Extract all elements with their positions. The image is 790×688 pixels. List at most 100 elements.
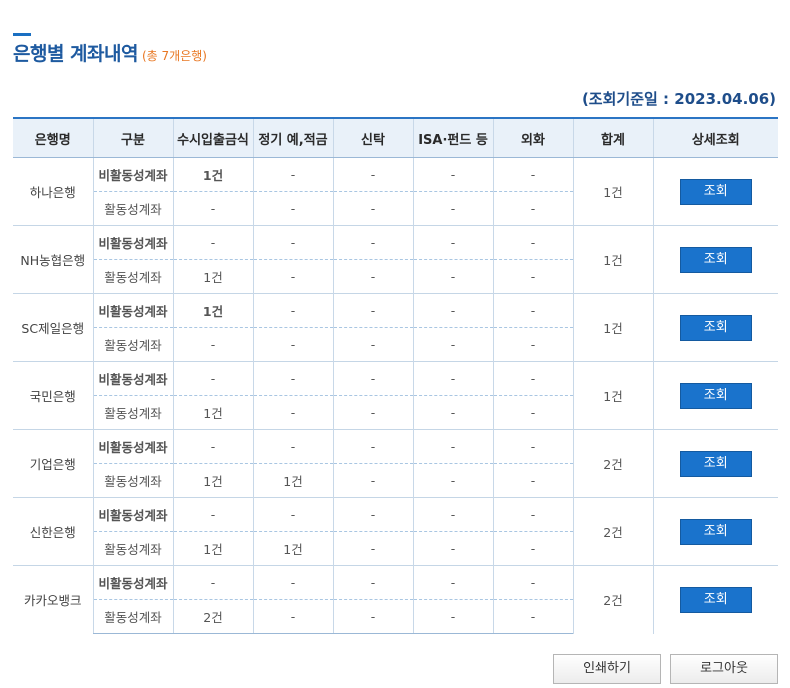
trust-cell: -	[332, 531, 413, 566]
term-deposit-cell: -	[252, 191, 333, 226]
total-cell: 1건	[572, 293, 653, 362]
col-header-bank: 은행명	[13, 117, 93, 158]
table-row: 활동성계좌 - - - - -	[13, 327, 778, 362]
col-header-isa-fund: ISA·펀드 등	[412, 117, 493, 158]
table-row: 기업은행 비활동성계좌 - - - - -2건 조회	[13, 429, 778, 498]
foreign-currency-cell: -	[492, 531, 573, 566]
table-header-row: 은행명 구분 수시입출금식 정기 예,적금 신탁 ISA·펀드 등 외화 합계 …	[13, 117, 778, 158]
foreign-currency-cell: -	[492, 327, 573, 362]
table-row: 활동성계좌 1건 - - - -	[13, 395, 778, 430]
isa-fund-cell: -	[412, 191, 493, 226]
accounts-table: 은행명 구분 수시입출금식 정기 예,적금 신탁 ISA·펀드 등 외화 합계 …	[13, 117, 778, 634]
table-row: 신한은행 비활동성계좌 - - - - -2건 조회	[13, 497, 778, 566]
table-row: 카카오뱅크 비활동성계좌 - - - - -2건 조회	[13, 565, 778, 634]
demand-deposit-cell: -	[172, 225, 253, 260]
demand-deposit-cell: 2건	[172, 599, 253, 634]
demand-deposit-cell: 1건	[172, 463, 253, 498]
col-header-trust: 신탁	[332, 117, 413, 158]
lookup-button[interactable]: 조회	[679, 586, 752, 613]
term-deposit-cell: -	[252, 157, 333, 192]
active-account-label: 활동성계좌	[92, 463, 173, 498]
lookup-button[interactable]: 조회	[679, 450, 752, 477]
active-account-label: 활동성계좌	[92, 599, 173, 634]
table-row: NH농협은행 비활동성계좌 - - - - -1건 조회	[13, 225, 778, 294]
isa-fund-cell: -	[412, 429, 493, 464]
demand-deposit-cell: 1건	[172, 531, 253, 566]
foreign-currency-cell: -	[492, 565, 573, 600]
trust-cell: -	[332, 565, 413, 600]
lookup-button[interactable]: 조회	[679, 246, 752, 273]
bank-name: 하나은행	[29, 185, 76, 200]
total-cell: 2건	[572, 565, 653, 634]
lookup-button[interactable]: 조회	[679, 314, 752, 341]
isa-fund-cell: -	[412, 395, 493, 430]
table-row: 활동성계좌 - - - - -	[13, 191, 778, 226]
lookup-button[interactable]: 조회	[679, 178, 752, 205]
term-deposit-cell: -	[252, 361, 333, 396]
table-row: 활동성계좌 1건 1건 - - -	[13, 463, 778, 498]
term-deposit-cell: 1건	[252, 531, 333, 566]
bank-name: 국민은행	[13, 361, 93, 430]
detail-cell: 조회	[652, 565, 778, 634]
term-deposit-cell: 1건	[252, 463, 333, 498]
page-title: 은행별 계좌내역	[13, 43, 138, 65]
foreign-currency-cell: -	[492, 429, 573, 464]
print-button[interactable]: 인쇄하기	[553, 654, 661, 684]
bank-name: 기업은행	[13, 429, 93, 498]
active-account-label: 활동성계좌	[92, 327, 173, 362]
bank-name: NH농협은행	[13, 225, 93, 294]
logout-button[interactable]: 로그아웃	[670, 654, 778, 684]
term-deposit-cell: -	[252, 497, 333, 532]
trust-cell: -	[332, 225, 413, 260]
col-header-foreign-currency: 외화	[492, 117, 573, 158]
isa-fund-cell: -	[412, 565, 493, 600]
foreign-currency-cell: -	[492, 361, 573, 396]
term-deposit-cell: -	[252, 225, 333, 260]
total-cell: 1건	[572, 361, 653, 430]
bank-count: (총 7개은행)	[141, 49, 207, 63]
table-row: 활동성계좌 1건 1건 - - -	[13, 531, 778, 566]
trust-cell: -	[332, 191, 413, 226]
isa-fund-cell: -	[412, 293, 493, 328]
term-deposit-cell: -	[252, 293, 333, 328]
foreign-currency-cell: -	[492, 225, 573, 260]
trust-cell: -	[332, 463, 413, 498]
foreign-currency-cell: -	[492, 395, 573, 430]
isa-fund-cell: -	[412, 599, 493, 634]
isa-fund-cell: -	[412, 463, 493, 498]
query-basis-date: (조회기준일 : 2023.04.06)	[581, 90, 776, 108]
demand-deposit-cell: 1건	[172, 293, 253, 328]
trust-cell: -	[332, 429, 413, 464]
detail-cell: 조회	[652, 225, 778, 294]
demand-deposit-cell: 1건	[172, 395, 253, 430]
active-account-label: 활동성계좌	[92, 259, 173, 294]
lookup-button[interactable]: 조회	[679, 518, 752, 545]
demand-deposit-cell: -	[172, 565, 253, 600]
isa-fund-cell: -	[412, 361, 493, 396]
isa-fund-cell: -	[412, 327, 493, 362]
total-cell: 2건	[572, 497, 653, 566]
total-cell: 1건	[572, 225, 653, 294]
detail-cell: 조회	[652, 497, 778, 566]
trust-cell: -	[332, 259, 413, 294]
foreign-currency-cell: -	[492, 463, 573, 498]
term-deposit-cell: -	[252, 429, 333, 464]
total-cell: 2건	[572, 429, 653, 498]
isa-fund-cell: -	[412, 531, 493, 566]
trust-cell: -	[332, 497, 413, 532]
foreign-currency-cell: -	[492, 293, 573, 328]
term-deposit-cell: -	[252, 395, 333, 430]
inactive-account-label: 비활동성계좌	[92, 225, 173, 260]
foreign-currency-cell: -	[492, 157, 573, 192]
demand-deposit-cell: -	[172, 191, 253, 226]
inactive-account-label: 비활동성계좌	[92, 157, 173, 192]
inactive-account-label: 비활동성계좌	[92, 497, 173, 532]
lookup-button[interactable]: 조회	[679, 382, 752, 409]
foreign-currency-cell: -	[492, 497, 573, 532]
col-header-detail: 상세조회	[652, 117, 778, 158]
demand-deposit-cell: -	[172, 429, 253, 464]
foreign-currency-cell: -	[492, 191, 573, 226]
inactive-account-label: 비활동성계좌	[92, 429, 173, 464]
inactive-account-label: 비활동성계좌	[92, 565, 173, 600]
bank-name: 카카오뱅크	[13, 565, 93, 634]
